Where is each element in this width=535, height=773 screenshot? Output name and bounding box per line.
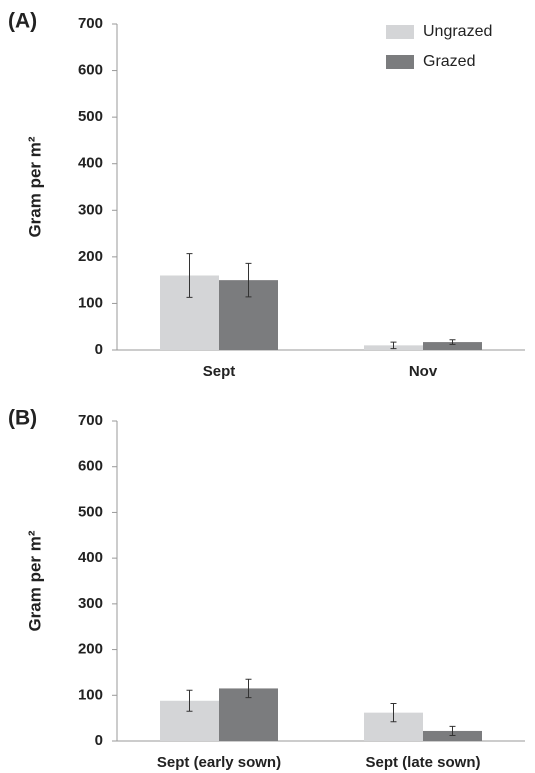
y-tick-label: 400 [78,155,103,172]
error-bar [245,262,252,298]
x-tick-label: Sept [203,363,236,380]
legend-label: Grazed [423,53,475,70]
y-tick-label: 300 [78,595,103,612]
legend-swatch [386,25,414,39]
error-bar [390,703,397,723]
x-tick-label: Nov [409,363,438,380]
error-bar [449,339,456,345]
error-bar [245,678,252,699]
y-tick-label: 700 [78,412,103,429]
bar [423,342,482,350]
error-bar [186,253,193,298]
y-tick-label: 100 [78,294,103,311]
panel-label: (A) [8,10,37,33]
y-tick-label: 700 [78,15,103,32]
error-bar [449,725,456,737]
legend-swatch [386,55,414,69]
y-tick-label: 600 [78,458,103,475]
y-tick-label: 500 [78,108,103,125]
y-tick-label: 200 [78,248,103,265]
panel-label: (B) [8,407,37,430]
error-bar [186,689,193,712]
y-tick-label: 600 [78,62,103,79]
y-axis-label: Gram per m² [25,136,44,237]
y-tick-label: 400 [78,549,103,566]
y-axis-label: Gram per m² [25,530,44,631]
x-tick-label: Sept (late sown) [365,754,480,771]
y-tick-label: 100 [78,686,103,703]
x-tick-label: Sept (early sown) [157,754,281,771]
y-tick-label: 300 [78,201,103,218]
y-tick-label: 500 [78,503,103,520]
y-tick-label: 0 [95,341,103,358]
error-bar [390,341,397,350]
legend-label: Ungrazed [423,23,492,40]
y-tick-label: 200 [78,641,103,658]
y-tick-label: 0 [95,732,103,749]
